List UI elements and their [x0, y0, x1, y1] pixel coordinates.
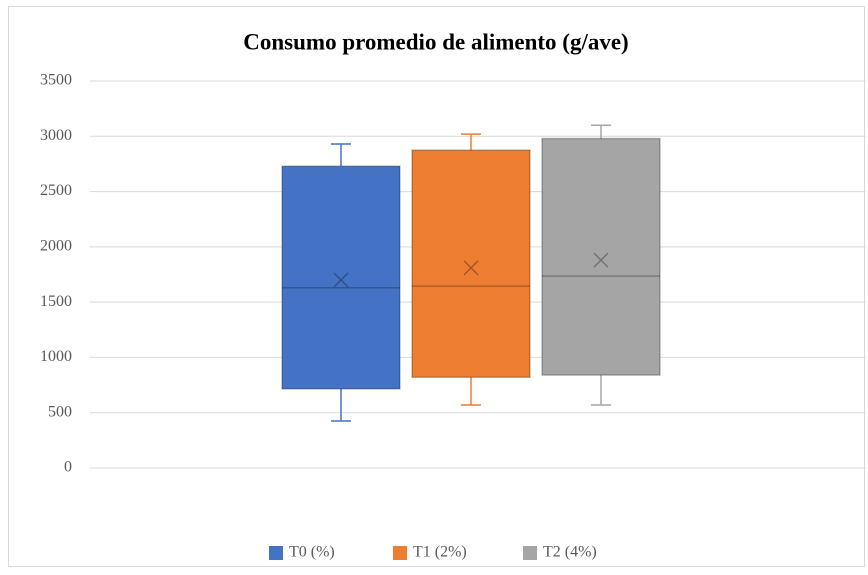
- y-tick-label: 1500: [40, 293, 72, 310]
- y-tick-label: 3000: [40, 127, 72, 144]
- legend-swatch: [523, 546, 537, 560]
- box: [281, 165, 401, 390]
- mean-marker: [593, 252, 609, 268]
- y-tick-label: 3500: [40, 72, 72, 89]
- chart-title: Consumo promedio de alimento (g/ave): [243, 29, 628, 54]
- y-tick-label: 0: [64, 459, 72, 476]
- box: [541, 137, 661, 376]
- legend-label: T0 (%): [289, 544, 335, 561]
- legend-label: T2 (4%): [543, 544, 597, 561]
- legend-swatch: [269, 546, 283, 560]
- mean-marker: [333, 272, 349, 288]
- y-tick-label: 2500: [40, 182, 72, 199]
- legend-swatch: [393, 546, 407, 560]
- box: [411, 149, 531, 379]
- y-tick-label: 500: [48, 403, 72, 420]
- legend-label: T1 (2%): [413, 544, 467, 561]
- mean-marker: [463, 260, 479, 276]
- y-tick-label: 1000: [40, 348, 72, 365]
- y-tick-label: 2000: [40, 238, 72, 255]
